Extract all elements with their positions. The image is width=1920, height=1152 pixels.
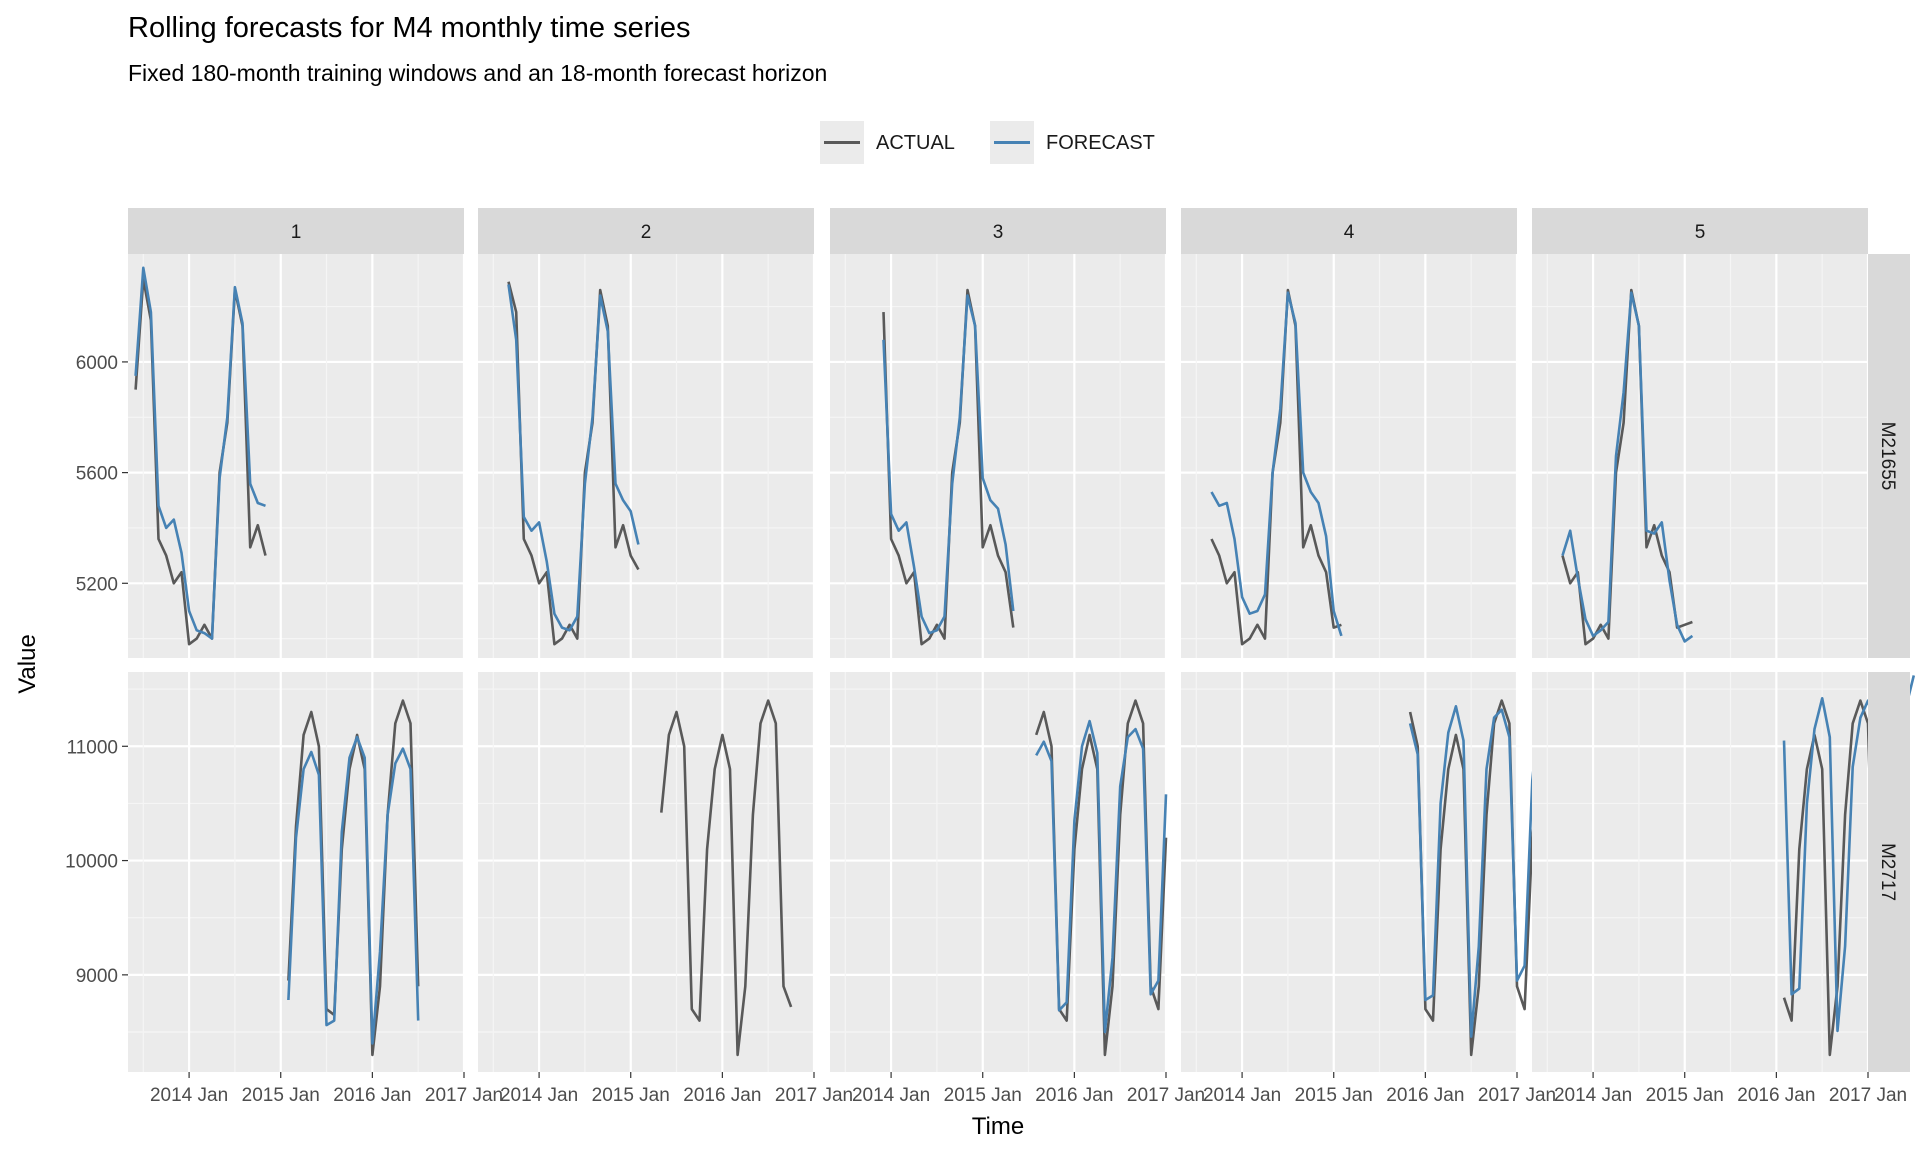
x-tick-label: 2016 Jan <box>683 1085 761 1106</box>
y-tick-label: 5600 <box>76 464 118 485</box>
x-tick-label: 2016 Jan <box>333 1085 411 1106</box>
strip-label-col-1: 1 <box>291 222 302 243</box>
strip-row-M21655 <box>1868 254 1910 658</box>
panel-background <box>1532 672 1868 1072</box>
x-tick-label: 2017 Jan <box>1127 1085 1205 1106</box>
y-axes: 5200 5600 6000 9000 10000 11000 <box>65 353 128 987</box>
panel-background <box>1181 254 1517 658</box>
x-tick-label: 2017 Jan <box>1829 1085 1907 1106</box>
panel-background <box>478 254 814 658</box>
panel-M21655-4 <box>1181 254 1519 658</box>
x-tick-label: 2017 Jan <box>1478 1085 1556 1106</box>
panel-background <box>478 672 814 1072</box>
panel-background <box>830 254 1166 658</box>
y-tick-label: 6000 <box>76 353 118 374</box>
series-line-actual <box>1408 699 1542 1057</box>
x-tick-label: 2014 Jan <box>500 1085 578 1106</box>
y-tick-label: 10000 <box>65 852 118 873</box>
series-line-forecast <box>1210 291 1343 637</box>
strip-label-col-4: 4 <box>1344 222 1355 243</box>
chart-subtitle: Fixed 180-month training windows and an … <box>128 60 827 86</box>
legend-label-actual: ACTUAL <box>876 132 955 154</box>
x-tick-label: 2015 Jan <box>242 1085 320 1106</box>
x-tick-label: 2015 Jan <box>944 1085 1022 1106</box>
strip-col-5 <box>1532 208 1868 254</box>
panel-M2717-4 <box>1181 672 1542 1072</box>
series-line-forecast <box>134 266 266 640</box>
series-line-forecast <box>1035 719 1168 1034</box>
y-tick-label: 11000 <box>67 737 118 758</box>
panel-M2717-3 <box>830 672 1168 1072</box>
series-line-forecast <box>507 284 640 632</box>
strip-label-col-2: 2 <box>641 222 652 243</box>
strip-col-2 <box>478 208 814 254</box>
x-tick-label: 2014 Jan <box>852 1085 930 1106</box>
y-axis-title: Value <box>14 634 41 694</box>
series-line-actual <box>287 699 420 1057</box>
panel-M21655-5 <box>1532 254 1870 658</box>
series-line-actual <box>507 281 640 646</box>
x-axis-title: Time <box>972 1113 1024 1140</box>
y-tick-label: 9000 <box>76 966 118 987</box>
x-tick-label: 2017 Jan <box>425 1085 503 1106</box>
strip-row-M2717 <box>1868 672 1910 1072</box>
legend-label-forecast: FORECAST <box>1046 132 1155 154</box>
strip-label-col-5: 5 <box>1695 222 1706 243</box>
panel-M21655-3 <box>830 254 1168 658</box>
y-tick-label: 5200 <box>76 574 118 595</box>
facet-strips: 1 2 3 4 5 M21655 M2717 <box>128 208 1910 1072</box>
legend: ACTUAL FORECAST <box>820 121 1155 164</box>
facet-panels <box>128 254 1916 1072</box>
strip-label-row-M21655: M21655 <box>1877 422 1898 491</box>
panel-background <box>128 672 464 1072</box>
series-line-forecast <box>882 294 1015 635</box>
chart-title: Rolling forecasts for M4 monthly time se… <box>128 12 690 44</box>
x-tick-label: 2016 Jan <box>1386 1085 1464 1106</box>
x-tick-label: 2014 Jan <box>150 1085 228 1106</box>
series-line-actual <box>660 699 793 1057</box>
panel-M21655-1 <box>128 254 466 658</box>
x-tick-label: 2016 Jan <box>1737 1085 1815 1106</box>
strip-col-3 <box>830 208 1166 254</box>
x-tick-label: 2014 Jan <box>1554 1085 1632 1106</box>
series-line-forecast <box>1561 291 1694 643</box>
strip-label-col-3: 3 <box>993 222 1004 243</box>
panel-background <box>1181 672 1517 1072</box>
panel-M2717-2 <box>478 672 816 1072</box>
x-tick-label: 2015 Jan <box>1646 1085 1724 1106</box>
series-line-forecast <box>1408 704 1542 1038</box>
panel-M2717-1 <box>128 672 466 1072</box>
strip-label-row-M2717: M2717 <box>1877 843 1898 901</box>
x-tick-label: 2014 Jan <box>1203 1085 1281 1106</box>
strip-col-4 <box>1181 208 1517 254</box>
strip-col-1 <box>128 208 464 254</box>
panel-M2717-5 <box>1532 672 1916 1072</box>
x-tick-label: 2015 Jan <box>592 1085 670 1106</box>
x-tick-label: 2015 Jan <box>1295 1085 1373 1106</box>
series-line-forecast <box>287 735 420 1045</box>
panel-M21655-2 <box>478 254 816 658</box>
panel-background <box>128 254 464 658</box>
x-tick-label: 2016 Jan <box>1035 1085 1113 1106</box>
x-tick-label: 2017 Jan <box>775 1085 853 1106</box>
panel-background <box>1532 254 1868 658</box>
